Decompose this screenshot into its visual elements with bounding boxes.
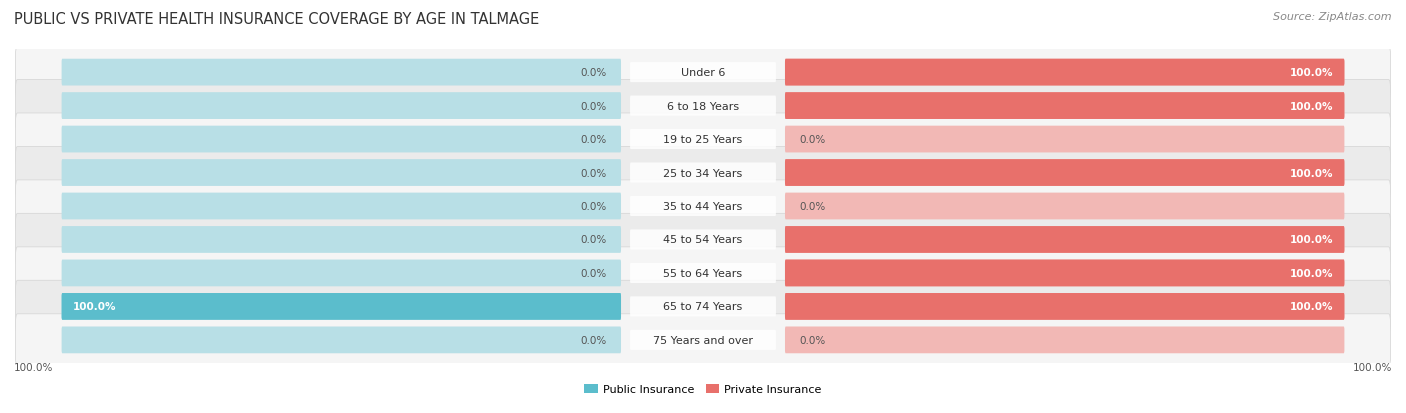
FancyBboxPatch shape bbox=[15, 114, 1391, 166]
FancyBboxPatch shape bbox=[785, 93, 1344, 120]
Text: Source: ZipAtlas.com: Source: ZipAtlas.com bbox=[1274, 12, 1392, 22]
Text: 19 to 25 Years: 19 to 25 Years bbox=[664, 135, 742, 145]
FancyBboxPatch shape bbox=[785, 160, 1344, 186]
Legend: Public Insurance, Private Insurance: Public Insurance, Private Insurance bbox=[579, 380, 827, 399]
FancyBboxPatch shape bbox=[62, 293, 621, 320]
FancyBboxPatch shape bbox=[785, 260, 1344, 287]
Text: 0.0%: 0.0% bbox=[581, 101, 606, 112]
FancyBboxPatch shape bbox=[15, 180, 1391, 233]
FancyBboxPatch shape bbox=[630, 330, 776, 350]
Text: 100.0%: 100.0% bbox=[73, 301, 117, 312]
Text: 100.0%: 100.0% bbox=[14, 362, 53, 372]
FancyBboxPatch shape bbox=[15, 80, 1391, 133]
Text: 55 to 64 Years: 55 to 64 Years bbox=[664, 268, 742, 278]
Text: 0.0%: 0.0% bbox=[581, 235, 606, 245]
FancyBboxPatch shape bbox=[785, 260, 1344, 287]
FancyBboxPatch shape bbox=[15, 47, 1391, 99]
Text: 100.0%: 100.0% bbox=[1289, 68, 1333, 78]
Text: 0.0%: 0.0% bbox=[800, 202, 825, 211]
FancyBboxPatch shape bbox=[15, 147, 1391, 199]
FancyBboxPatch shape bbox=[785, 160, 1344, 186]
FancyBboxPatch shape bbox=[15, 280, 1391, 333]
Text: 0.0%: 0.0% bbox=[581, 68, 606, 78]
FancyBboxPatch shape bbox=[785, 193, 1344, 220]
FancyBboxPatch shape bbox=[630, 96, 776, 116]
FancyBboxPatch shape bbox=[62, 93, 621, 120]
Text: 100.0%: 100.0% bbox=[1289, 168, 1333, 178]
Text: 0.0%: 0.0% bbox=[581, 135, 606, 145]
Text: 0.0%: 0.0% bbox=[800, 135, 825, 145]
FancyBboxPatch shape bbox=[15, 314, 1391, 366]
Text: 0.0%: 0.0% bbox=[800, 335, 825, 345]
FancyBboxPatch shape bbox=[15, 214, 1391, 266]
Text: 45 to 54 Years: 45 to 54 Years bbox=[664, 235, 742, 245]
FancyBboxPatch shape bbox=[785, 59, 1344, 86]
FancyBboxPatch shape bbox=[62, 160, 621, 186]
Text: 100.0%: 100.0% bbox=[1353, 362, 1392, 372]
FancyBboxPatch shape bbox=[630, 163, 776, 183]
Text: 0.0%: 0.0% bbox=[581, 335, 606, 345]
Text: 100.0%: 100.0% bbox=[1289, 301, 1333, 312]
Text: 6 to 18 Years: 6 to 18 Years bbox=[666, 101, 740, 112]
Text: 100.0%: 100.0% bbox=[1289, 268, 1333, 278]
FancyBboxPatch shape bbox=[15, 247, 1391, 299]
FancyBboxPatch shape bbox=[62, 227, 621, 253]
FancyBboxPatch shape bbox=[785, 93, 1344, 120]
FancyBboxPatch shape bbox=[630, 63, 776, 83]
FancyBboxPatch shape bbox=[785, 293, 1344, 320]
FancyBboxPatch shape bbox=[785, 227, 1344, 253]
FancyBboxPatch shape bbox=[785, 59, 1344, 86]
FancyBboxPatch shape bbox=[62, 193, 621, 220]
Text: 25 to 34 Years: 25 to 34 Years bbox=[664, 168, 742, 178]
FancyBboxPatch shape bbox=[785, 293, 1344, 320]
FancyBboxPatch shape bbox=[785, 227, 1344, 253]
FancyBboxPatch shape bbox=[630, 130, 776, 150]
FancyBboxPatch shape bbox=[630, 297, 776, 317]
FancyBboxPatch shape bbox=[630, 197, 776, 216]
FancyBboxPatch shape bbox=[630, 230, 776, 250]
Text: Under 6: Under 6 bbox=[681, 68, 725, 78]
FancyBboxPatch shape bbox=[62, 260, 621, 287]
Text: 65 to 74 Years: 65 to 74 Years bbox=[664, 301, 742, 312]
Text: 0.0%: 0.0% bbox=[581, 202, 606, 211]
FancyBboxPatch shape bbox=[785, 126, 1344, 153]
Text: 0.0%: 0.0% bbox=[581, 268, 606, 278]
Text: 100.0%: 100.0% bbox=[1289, 235, 1333, 245]
FancyBboxPatch shape bbox=[62, 293, 621, 320]
Text: 35 to 44 Years: 35 to 44 Years bbox=[664, 202, 742, 211]
FancyBboxPatch shape bbox=[785, 327, 1344, 354]
FancyBboxPatch shape bbox=[62, 327, 621, 354]
Text: 0.0%: 0.0% bbox=[581, 168, 606, 178]
FancyBboxPatch shape bbox=[630, 263, 776, 283]
FancyBboxPatch shape bbox=[62, 59, 621, 86]
Text: 75 Years and over: 75 Years and over bbox=[652, 335, 754, 345]
FancyBboxPatch shape bbox=[62, 126, 621, 153]
Text: PUBLIC VS PRIVATE HEALTH INSURANCE COVERAGE BY AGE IN TALMAGE: PUBLIC VS PRIVATE HEALTH INSURANCE COVER… bbox=[14, 12, 540, 27]
Text: 100.0%: 100.0% bbox=[1289, 101, 1333, 112]
